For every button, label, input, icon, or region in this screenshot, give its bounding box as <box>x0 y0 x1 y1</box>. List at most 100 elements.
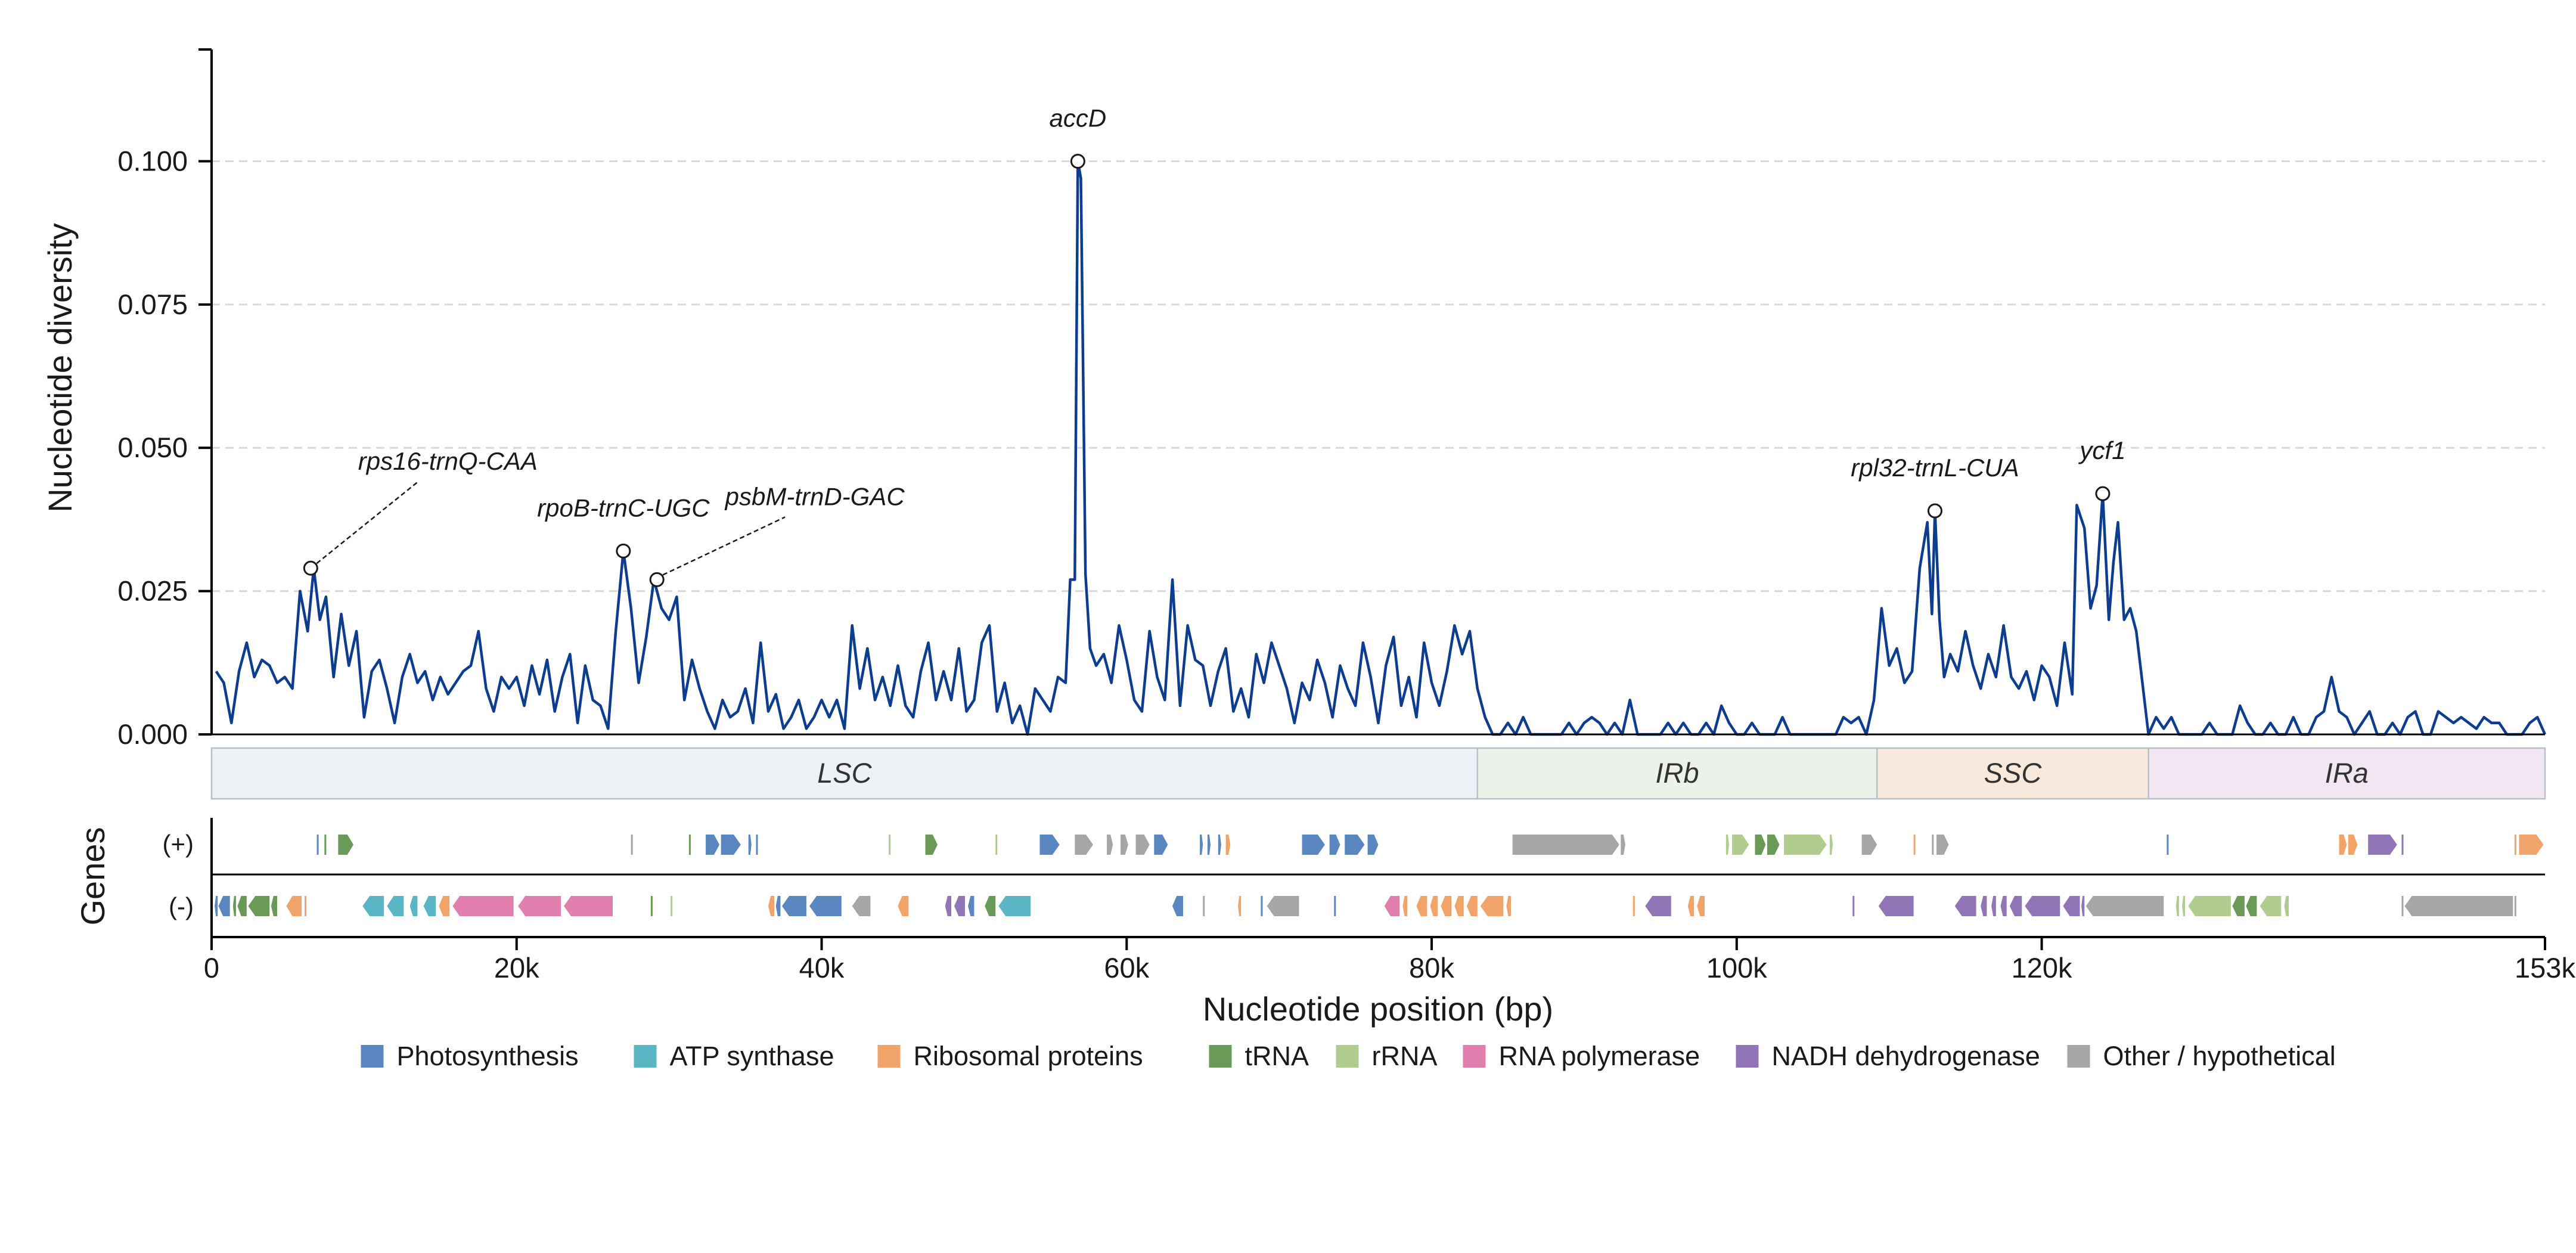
gene-minus-ribo <box>898 896 909 916</box>
gene-minus-photo <box>968 896 974 916</box>
gene-plus-ribo <box>2519 835 2544 855</box>
legend-swatch <box>361 1045 384 1068</box>
gene-minus-ribo <box>1697 896 1705 916</box>
gene-minus-nadh <box>2000 896 2007 916</box>
gene-minus-trna <box>2232 896 2245 916</box>
gene-plus-nadh <box>2368 835 2397 855</box>
legend-swatch <box>1209 1045 1232 1068</box>
gene-plus-other <box>1107 835 1113 855</box>
gene-minus-nadh <box>2009 896 2022 916</box>
gene-plus-photo <box>1039 835 1060 855</box>
grid-lines <box>212 160 2545 593</box>
gene-minus-ribo <box>1238 896 1242 916</box>
y-tick-label: 0.075 <box>117 289 188 320</box>
y-axis-title: Nucleotide diversity <box>41 223 79 513</box>
gene-minus-ribo <box>305 896 307 916</box>
gene-minus-atp <box>998 896 1031 916</box>
gene-minus-nadh <box>1645 896 1671 916</box>
gene-plus-photo <box>1207 835 1211 855</box>
diversity-line <box>215 160 2547 736</box>
legend-swatch <box>1463 1045 1486 1068</box>
annotation-marker <box>1927 503 1942 519</box>
legend-swatch <box>1336 1045 1359 1068</box>
gene-plus-rrna <box>1725 835 1730 855</box>
x-tick-label: 100k <box>1706 952 1767 984</box>
strand-plus-label: (+) <box>163 830 194 858</box>
gene-plus-rrna <box>1829 835 1833 855</box>
gene-plus-rrna <box>889 835 891 855</box>
gene-plus-photo <box>748 835 752 855</box>
gene-plus-trna <box>338 835 353 855</box>
annotation-label: accD <box>1050 104 1107 132</box>
region-label: SSC <box>1984 757 2043 789</box>
gene-minus-rnap <box>452 896 514 916</box>
gene-minus-other <box>2514 896 2516 916</box>
gene-minus-trna <box>232 896 236 916</box>
gene-plus-photo <box>1367 835 1379 855</box>
gene-minus-nadh <box>1954 896 1976 916</box>
gene-minus-other <box>2404 896 2513 916</box>
x-tick-label: 120k <box>2012 952 2072 984</box>
gene-minus-trna <box>650 896 653 916</box>
gene-minus-atp <box>423 896 436 916</box>
gene-plus-ribo <box>2339 835 2347 855</box>
strand-minus-label: (-) <box>169 892 194 920</box>
gene-minus-nadh <box>954 896 966 916</box>
legend-label: Ribosomal proteins <box>914 1041 1143 1071</box>
gene-minus-nadh <box>945 896 952 916</box>
annotation-marker <box>616 543 631 559</box>
gene-minus-ribo <box>1632 896 1635 916</box>
annotation-marker <box>2095 486 2111 501</box>
gene-plus-other <box>1075 835 1093 855</box>
gene-plus-photo <box>1329 835 1340 855</box>
gene-minus-atp <box>387 896 404 916</box>
gene-plus-rrna <box>1784 835 1827 855</box>
gene-minus-photo <box>218 896 230 916</box>
annotation-label: rpoB-trnC-UGC <box>537 494 710 522</box>
legend-swatch <box>2067 1045 2090 1068</box>
gene-plus-photo <box>756 835 758 855</box>
gene-plus-photo <box>316 835 319 855</box>
annotation-label: rpl32-trnL-CUA <box>1851 454 2019 482</box>
gene-plus-other <box>1621 835 1626 855</box>
gene-plus-photo <box>721 835 741 855</box>
legend-label: Photosynthesis <box>397 1041 579 1071</box>
gene-minus-rrna <box>2182 896 2186 916</box>
x-tick-label: 0 <box>204 952 219 984</box>
legend-swatch <box>1736 1045 1759 1068</box>
gene-plus-trna <box>1767 835 1780 855</box>
gene-minus-nadh <box>1852 896 1855 916</box>
gene-minus-rrna <box>2284 896 2289 916</box>
x-axis-title: Nucleotide position (bp) <box>1203 990 1553 1028</box>
gene-plus-photo <box>1154 835 1168 855</box>
gene-minus-trna <box>237 896 247 916</box>
gene-plus-photo <box>2167 835 2169 855</box>
gene-plus-trna <box>324 835 327 855</box>
gene-minus-photo <box>809 896 842 916</box>
gene-minus-photo <box>1172 896 1183 916</box>
gene-plus-other <box>1121 835 1128 855</box>
gene-plus-photo <box>706 835 720 855</box>
gene-plus-photo <box>1200 835 1203 855</box>
gene-minus-photo <box>1261 896 1263 916</box>
gene-minus-nadh <box>1878 896 1914 916</box>
annotation-leader <box>316 481 419 565</box>
gene-minus-other <box>1203 896 1205 916</box>
x-tick-label: 40k <box>799 952 845 984</box>
gene-plus-photo <box>1218 835 1221 855</box>
gene-plus-other <box>1861 835 1877 855</box>
legend-label: rRNA <box>1372 1041 1438 1071</box>
gene-minus-photo <box>215 896 218 916</box>
gene-plus-trna <box>925 835 938 855</box>
y-tick-label: 0.050 <box>117 432 188 463</box>
peak-annotations: rps16-trnQ-CAA rpoB-trnC-UGC psbM-trnD-GAC… <box>303 104 2125 587</box>
annotation-marker <box>649 572 665 587</box>
gene-minus-ribo <box>1480 896 1504 916</box>
region-ssc <box>1876 747 2149 800</box>
gene-minus-ribo <box>1506 896 1512 916</box>
gene-plus-ribo <box>2514 835 2516 855</box>
x-tick-label: 80k <box>1409 952 1454 984</box>
legend: Photosynthesis ATP synthase Ribosomal prot… <box>361 1041 2336 1071</box>
gene-plus-other <box>1135 835 1150 855</box>
gene-plus-other <box>1936 835 1949 855</box>
